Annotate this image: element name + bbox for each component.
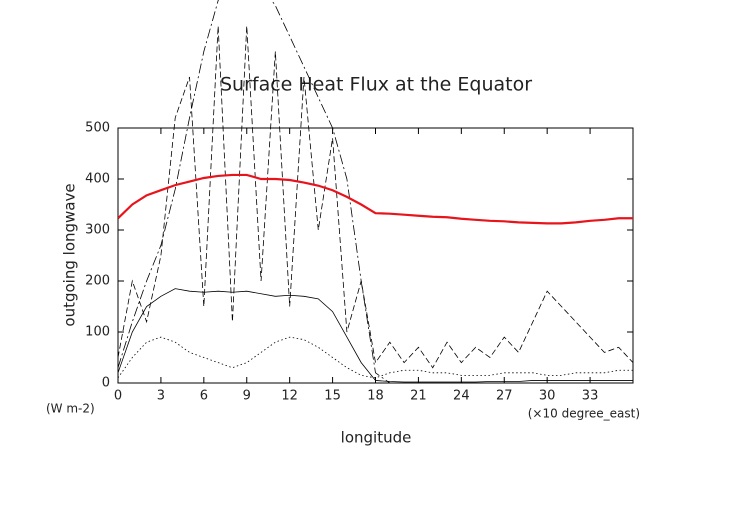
x-axis-label: longitude	[341, 429, 412, 447]
y-tick-label: 0	[102, 376, 110, 391]
y-axis-label: outgoing longwave	[61, 183, 79, 326]
x-unit: (×10 degree_east)	[528, 407, 640, 421]
series-line	[118, 336, 633, 379]
chart-title: Surface Heat Flux at the Equator	[220, 74, 532, 96]
x-tick-label: 0	[114, 389, 122, 404]
x-tick-label: 6	[200, 389, 208, 404]
series-line	[118, 0, 633, 383]
x-tick-label: 24	[453, 389, 470, 404]
series-line	[118, 173, 633, 225]
series-line	[118, 288, 633, 383]
y-tick-label: 400	[85, 172, 110, 187]
x-tick-label: 21	[410, 389, 427, 404]
x-tick-label: 3	[157, 389, 165, 404]
y-unit: (W m-2)	[46, 402, 95, 416]
x-tick-label: 12	[281, 389, 298, 404]
x-tick-label: 27	[496, 389, 513, 404]
y-tick-label: 200	[85, 274, 110, 289]
y-tick-label: 300	[85, 223, 110, 238]
x-tick-label: 30	[539, 389, 556, 404]
x-tick-label: 9	[243, 389, 251, 404]
plot-lines	[118, 0, 633, 383]
y-tick-label: 500	[85, 121, 110, 136]
series-line	[118, 25, 633, 369]
x-tick-label: 18	[367, 389, 384, 404]
y-tick-label: 100	[85, 325, 110, 340]
x-tick-label: 15	[324, 389, 341, 404]
x-tick-label: 33	[582, 389, 599, 404]
